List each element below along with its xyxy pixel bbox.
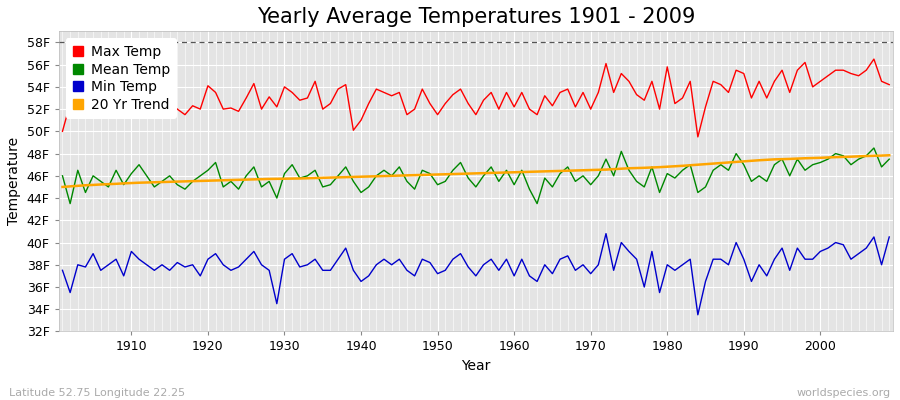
Text: Latitude 52.75 Longitude 22.25: Latitude 52.75 Longitude 22.25: [9, 388, 185, 398]
Legend: Max Temp, Mean Temp, Min Temp, 20 Yr Trend: Max Temp, Mean Temp, Min Temp, 20 Yr Tre…: [66, 38, 176, 118]
Title: Yearly Average Temperatures 1901 - 2009: Yearly Average Temperatures 1901 - 2009: [256, 7, 695, 27]
Text: worldspecies.org: worldspecies.org: [796, 388, 891, 398]
X-axis label: Year: Year: [461, 359, 491, 373]
Y-axis label: Temperature: Temperature: [7, 137, 21, 226]
